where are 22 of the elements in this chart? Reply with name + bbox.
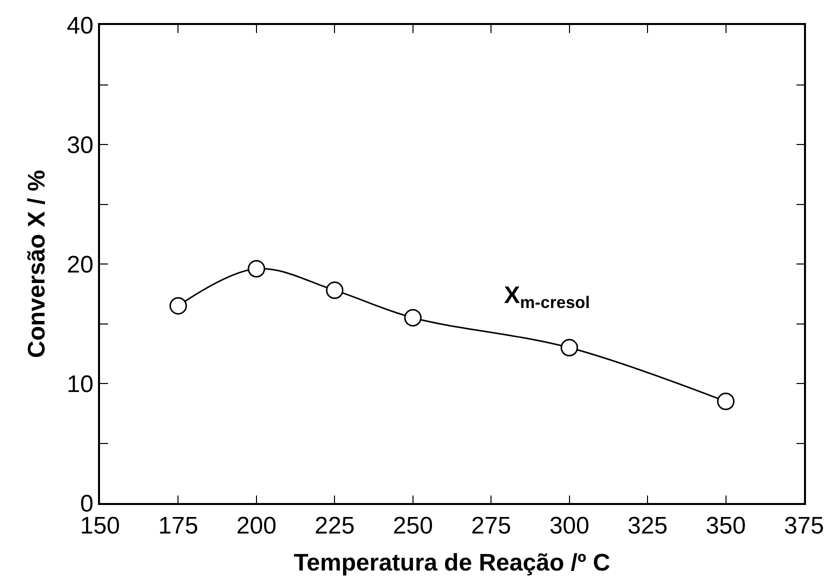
x-tick-label: 375 (784, 512, 824, 540)
point (404, 309, 422, 327)
x-tick-label: 325 (628, 512, 668, 540)
point (248, 260, 266, 278)
x-tick-label: 175 (158, 512, 198, 540)
x-tick-label: 275 (471, 512, 512, 540)
point (169, 297, 187, 315)
x-tick-label: 250 (392, 512, 433, 540)
x-tick-label: 225 (314, 512, 355, 540)
x-tick-label: 350 (706, 512, 746, 540)
x-axis-title: Temperatura de Reação /º C (294, 549, 610, 576)
y-tick-label: 20 (66, 251, 94, 278)
x-tick-label: 300 (549, 512, 590, 540)
annotation: X$_{m-cresol}$ (504, 282, 590, 312)
y-tick-label: 30 (66, 132, 94, 159)
point (717, 392, 735, 410)
x-tick-label: 200 (236, 512, 276, 540)
y-tick-label: 40 (66, 12, 94, 40)
y-axis-title: Conversão X / % (23, 170, 50, 358)
y-tick-label: 10 (66, 370, 94, 398)
point (326, 282, 344, 300)
point (560, 338, 578, 356)
